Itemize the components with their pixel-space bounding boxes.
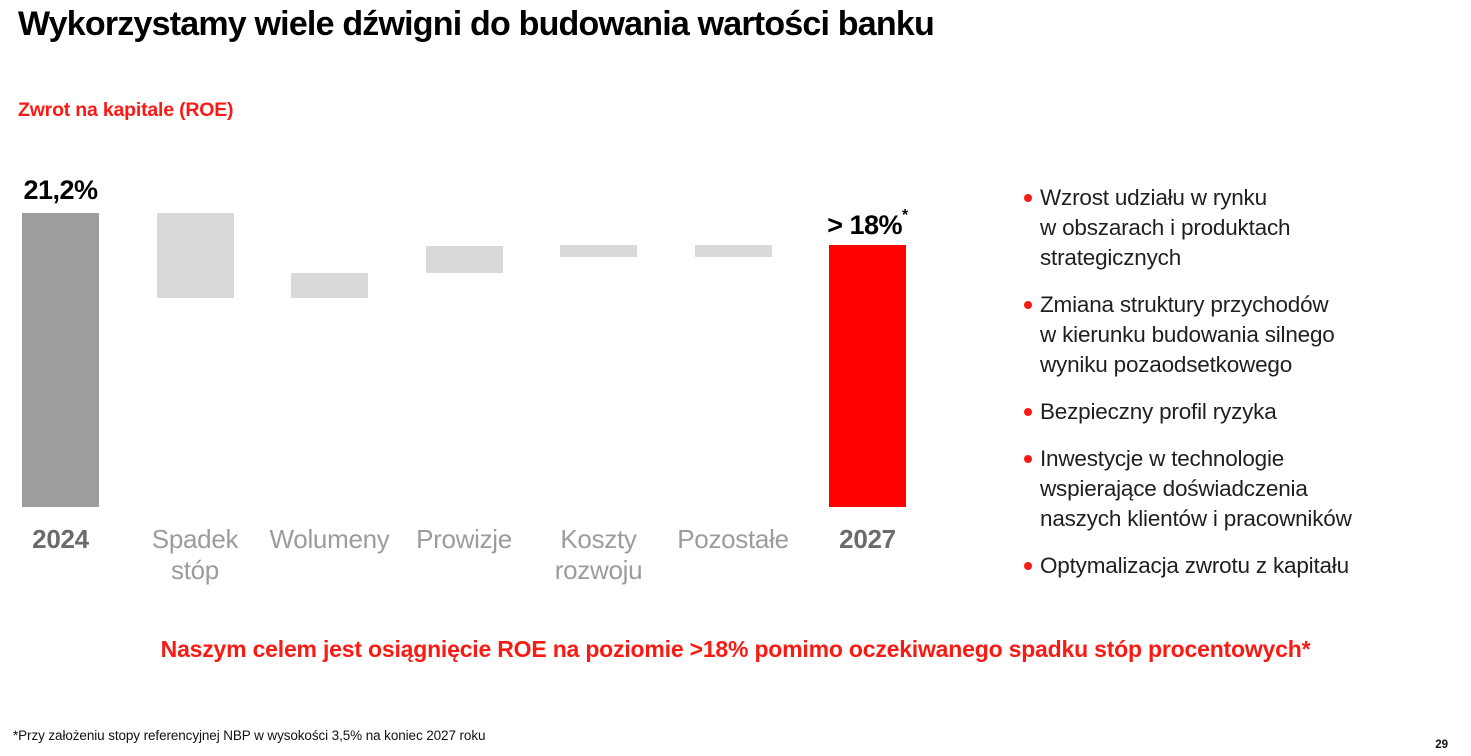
bar-value-2024: 21,2%	[23, 175, 98, 205]
bar-label-2027: 2027	[839, 524, 896, 554]
bar-label-pozostałe: Pozostałe	[677, 524, 789, 554]
waterfall-bar-spadek-stóp	[156, 213, 234, 298]
page-title: Wykorzystamy wiele dźwigni do budowania …	[18, 5, 935, 43]
bar-label-wolumeny: Wolumeny	[269, 524, 390, 554]
waterfall-bar-pozostałe	[694, 244, 772, 258]
footnote-asterisk: *	[902, 206, 908, 224]
bullet-dot-icon	[1024, 562, 1032, 570]
footnote: *Przy założeniu stopy referencyjnej NBP …	[13, 728, 486, 743]
bar-label-spadek-stóp: Spadek stóp	[151, 524, 239, 585]
strategy-levers-list: Wzrost udziału w rynku w obszarach i pro…	[1022, 183, 1458, 598]
waterfall-bar-koszty-rozwoju	[560, 244, 637, 258]
waterfall-bar-prowizje	[425, 246, 503, 273]
list-item: Wzrost udziału w rynku w obszarach i pro…	[1022, 183, 1458, 273]
bar-label-2024: 2024	[32, 524, 89, 554]
bar-label-koszty-rozwoju: Koszty rozwoju	[554, 524, 643, 585]
waterfall-bar-2024	[22, 213, 99, 507]
bullet-dot-icon	[1024, 194, 1032, 202]
list-item: Zmiana struktury przychodów w kierunku b…	[1022, 290, 1458, 380]
bar-label-prowizje: Prowizje	[416, 524, 512, 554]
key-message: Naszym celem jest osiągnięcie ROE na poz…	[160, 636, 1311, 662]
list-item: Bezpieczny profil ryzyka	[1022, 397, 1458, 427]
list-item: Inwestycje w technologie wspierające doś…	[1022, 444, 1458, 534]
list-item: Optymalizacja zwrotu z kapitału	[1022, 551, 1458, 581]
waterfall-bar-2027	[829, 244, 906, 507]
bullet-dot-icon	[1024, 408, 1032, 416]
chart-title: Zwrot na kapitale (ROE)	[18, 99, 234, 121]
bullet-dot-icon	[1024, 301, 1032, 309]
page-number: 29	[1435, 739, 1448, 751]
bar-value-2027: > 18%*	[827, 206, 908, 240]
waterfall-bar-wolumeny	[291, 272, 368, 298]
bullet-dot-icon	[1024, 455, 1032, 463]
